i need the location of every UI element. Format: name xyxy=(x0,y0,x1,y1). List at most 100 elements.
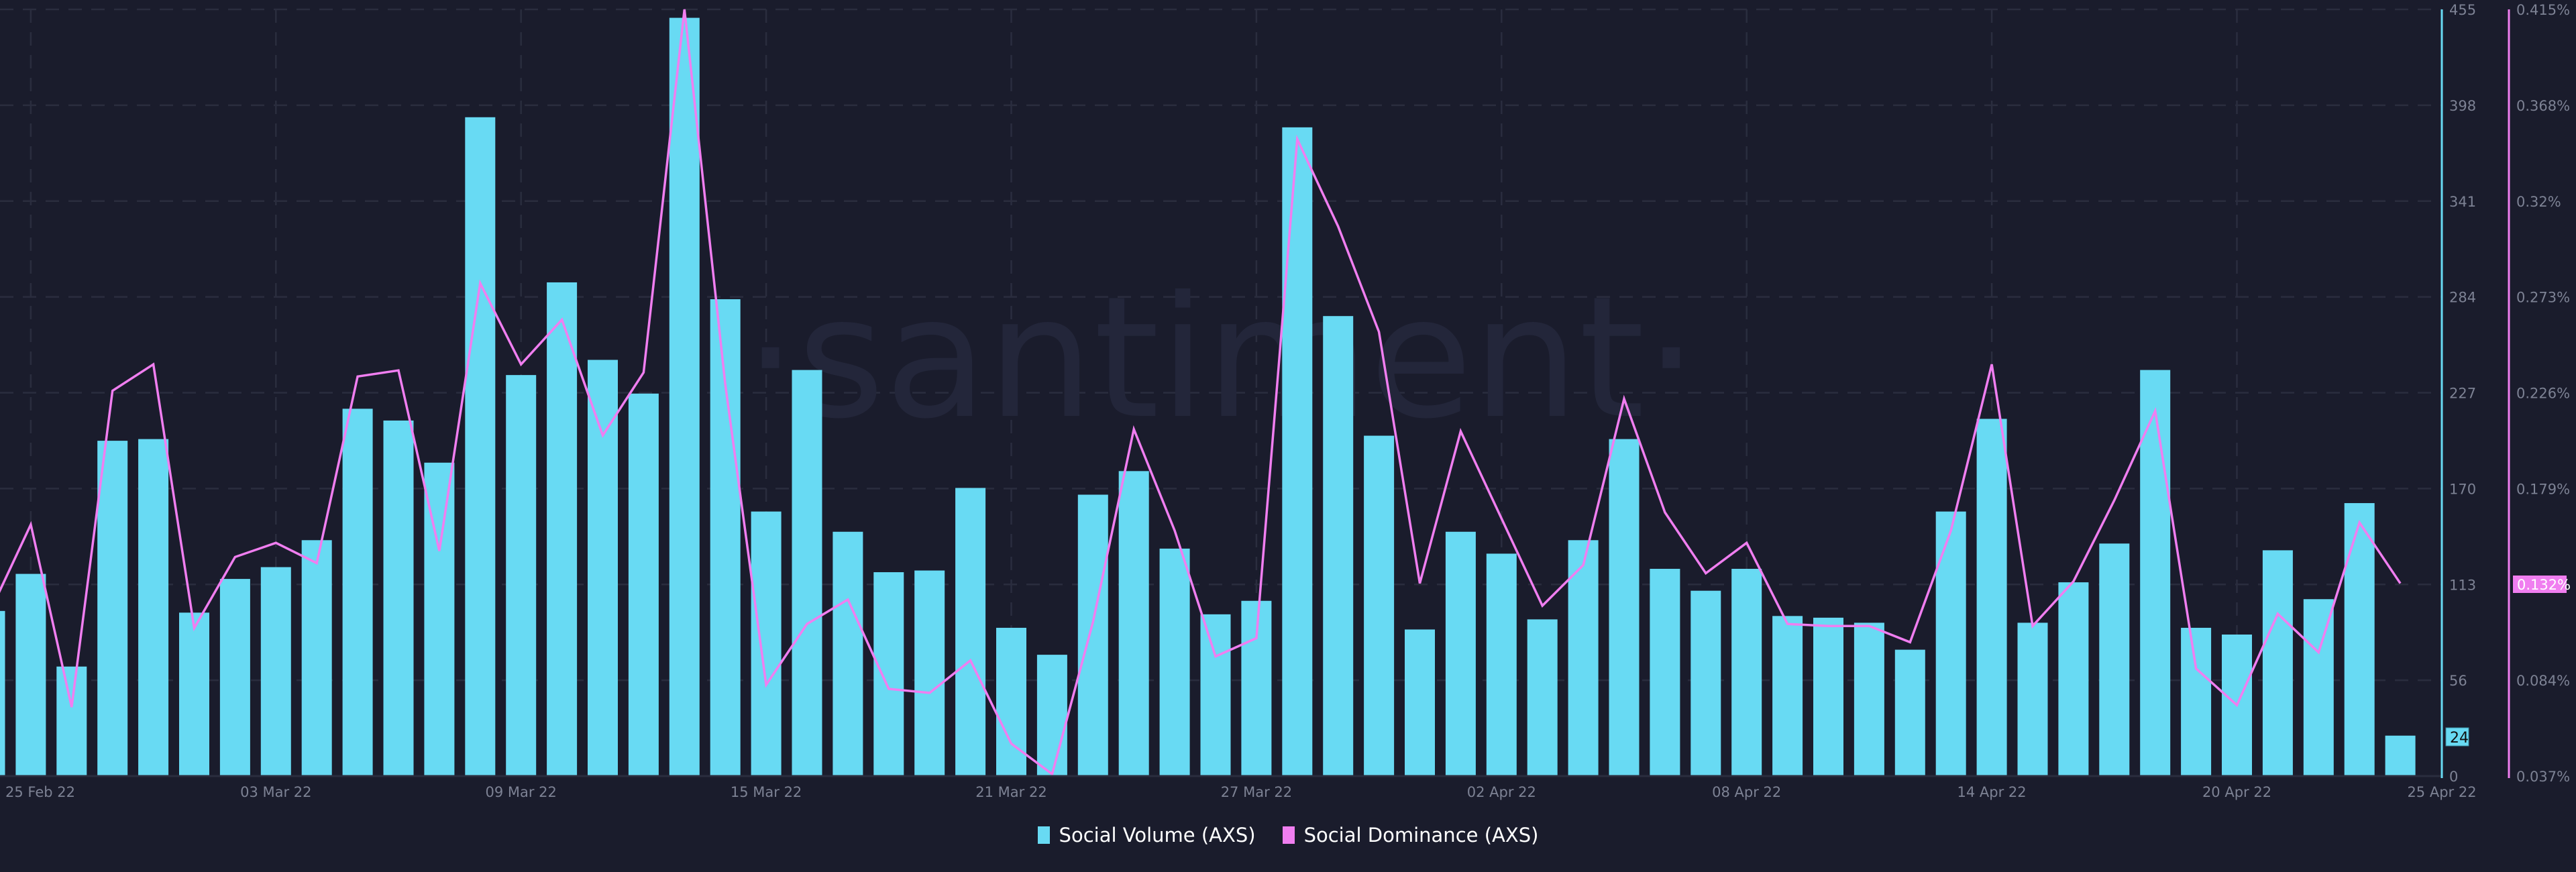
volume-bar[interactable] xyxy=(1282,127,1313,776)
volume-axis-ticks: 455 398 341 284 227 170 113 56 0 xyxy=(2449,2,2476,785)
date-tick-label: 27 Mar 22 xyxy=(1221,784,1292,800)
volume-bar[interactable] xyxy=(97,441,128,776)
volume-bar[interactable] xyxy=(1486,553,1517,776)
social-volume-swatch-icon xyxy=(1037,826,1050,844)
volume-bar[interactable] xyxy=(1036,655,1067,776)
dominance-current-marker: 0.132% xyxy=(2513,576,2571,593)
legend-social-volume[interactable]: Social Volume (AXS) xyxy=(1037,824,1256,847)
volume-bar[interactable] xyxy=(1118,471,1149,776)
social-dominance-line xyxy=(0,9,2402,776)
date-tick-label: 25 Feb 22 xyxy=(5,784,75,800)
volume-bar[interactable] xyxy=(2303,599,2334,776)
volume-bar[interactable] xyxy=(1976,419,2007,776)
volume-bar[interactable] xyxy=(383,420,414,776)
volume-bar[interactable] xyxy=(996,627,1026,776)
volume-bar[interactable] xyxy=(2385,735,2416,776)
dominance-tick-label: 0.32% xyxy=(2516,194,2561,210)
volume-bar[interactable] xyxy=(342,408,373,776)
volume-bar[interactable] xyxy=(1772,616,1803,776)
date-tick-label: 25 Apr 22 xyxy=(2407,784,2476,800)
volume-bar[interactable] xyxy=(833,531,863,776)
volume-bar[interactable] xyxy=(179,612,209,776)
volume-bar[interactable] xyxy=(2099,543,2130,776)
volume-bar[interactable] xyxy=(1445,531,1476,776)
volume-bar[interactable] xyxy=(2058,582,2089,776)
chart-legend: Social Volume (AXS) Social Dominance (AX… xyxy=(0,824,2576,847)
volume-bar[interactable] xyxy=(1813,617,1843,776)
legend-label: Social Dominance (AXS) xyxy=(1303,824,1539,847)
date-tick-label: 14 Apr 22 xyxy=(1957,784,2027,800)
volume-bar[interactable] xyxy=(873,572,904,776)
volume-bar[interactable] xyxy=(1650,569,1680,776)
volume-bar[interactable] xyxy=(506,375,537,776)
dominance-tick-label: 0.179% xyxy=(2516,481,2570,497)
volume-tick-label: 56 xyxy=(2449,673,2467,689)
volume-bar[interactable] xyxy=(56,666,87,776)
social-dominance-swatch-icon xyxy=(1282,826,1295,844)
volume-bar[interactable] xyxy=(2140,370,2171,776)
date-tick-label: 08 Apr 22 xyxy=(1712,784,1781,800)
dominance-tick-label: 0.273% xyxy=(2516,290,2570,306)
volume-bar[interactable] xyxy=(15,574,46,776)
volume-tick-label: 227 xyxy=(2449,386,2476,402)
date-tick-label: 15 Mar 22 xyxy=(731,784,802,800)
volume-bar[interactable] xyxy=(219,579,250,776)
volume-bar[interactable] xyxy=(955,488,986,776)
volume-bar[interactable] xyxy=(710,299,741,777)
social-volume-bars xyxy=(0,17,2416,777)
volume-bar[interactable] xyxy=(1609,439,1640,776)
volume-bar[interactable] xyxy=(588,360,618,776)
volume-bar[interactable] xyxy=(2344,503,2375,776)
volume-bar[interactable] xyxy=(1568,540,1599,776)
volume-bar[interactable] xyxy=(792,370,822,776)
dominance-tick-label: 0.368% xyxy=(2516,98,2570,114)
dominance-axis-ticks: 0.415% 0.368% 0.32% 0.273% 0.226% 0.179% 0.084… xyxy=(2516,2,2570,785)
svg-text:24: 24 xyxy=(2450,730,2469,747)
volume-bar[interactable] xyxy=(628,393,659,776)
volume-bar[interactable] xyxy=(2017,622,2048,776)
volume-bar[interactable] xyxy=(1323,316,1354,776)
volume-tick-label: 398 xyxy=(2449,98,2476,114)
volume-bar[interactable] xyxy=(751,511,782,776)
dominance-tick-label: 0.415% xyxy=(2516,2,2570,18)
santiment-watermark: ·santiment· xyxy=(744,260,1698,455)
volume-bar[interactable] xyxy=(547,282,578,776)
volume-bar[interactable] xyxy=(1405,629,1435,776)
volume-tick-label: 170 xyxy=(2449,481,2476,497)
volume-bar[interactable] xyxy=(1690,590,1721,776)
legend-label: Social Volume (AXS) xyxy=(1059,824,1256,847)
volume-bar[interactable] xyxy=(1077,494,1108,776)
volume-bar[interactable] xyxy=(424,462,455,776)
svg-text:0.132%: 0.132% xyxy=(2517,577,2571,593)
volume-bar[interactable] xyxy=(0,610,5,776)
volume-bar[interactable] xyxy=(465,117,496,776)
volume-bar[interactable] xyxy=(138,439,169,776)
date-tick-label: 20 Apr 22 xyxy=(2202,784,2271,800)
volume-bar[interactable] xyxy=(2181,627,2212,776)
volume-bar[interactable] xyxy=(1364,435,1395,776)
volume-bar[interactable] xyxy=(1200,614,1231,776)
dominance-tick-label: 0.084% xyxy=(2516,673,2570,689)
volume-bar[interactable] xyxy=(914,570,945,776)
date-tick-label: 09 Mar 22 xyxy=(485,784,556,800)
volume-bar[interactable] xyxy=(1159,548,1190,776)
volume-tick-label: 455 xyxy=(2449,2,2476,18)
dominance-tick-label: 0.037% xyxy=(2516,769,2570,785)
volume-tick-label: 341 xyxy=(2449,194,2476,210)
volume-bar[interactable] xyxy=(1731,569,1762,776)
date-axis-ticks: 25 Feb 22 03 Mar 22 09 Mar 22 15 Mar 22 21 M… xyxy=(5,784,2477,800)
volume-bar[interactable] xyxy=(1935,511,1966,776)
volume-bar[interactable] xyxy=(260,567,291,776)
volume-bar[interactable] xyxy=(669,17,700,777)
volume-bar[interactable] xyxy=(1854,622,1884,776)
volume-bar[interactable] xyxy=(301,540,332,776)
dominance-tick-label: 0.226% xyxy=(2516,386,2570,402)
volume-bar[interactable] xyxy=(2262,550,2293,776)
volume-bar[interactable] xyxy=(1527,619,1558,776)
volume-bar[interactable] xyxy=(1894,649,1925,776)
volume-tick-label: 113 xyxy=(2449,577,2476,593)
volume-current-marker: 24 xyxy=(2445,727,2469,747)
legend-social-dominance[interactable]: Social Dominance (AXS) xyxy=(1282,824,1539,847)
volume-tick-label: 284 xyxy=(2449,290,2476,306)
